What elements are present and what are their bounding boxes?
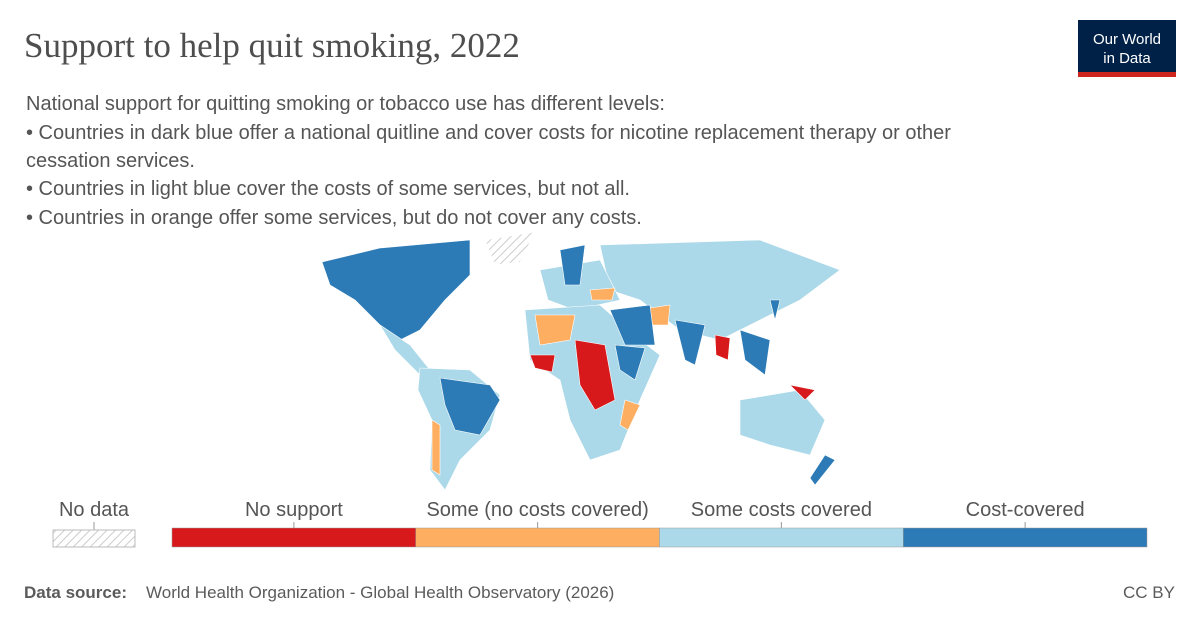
legend-label: No data [59,499,130,521]
country-region[interactable] [614,344,646,381]
logo-text: Our World [1093,31,1161,48]
legend-swatch [903,527,1148,548]
license: CC BY [1123,583,1175,602]
country-region[interactable] [609,304,656,346]
legend-swatch [415,527,660,548]
country-region[interactable] [769,299,781,321]
country-region[interactable] [559,244,586,286]
country-region[interactable] [534,314,576,346]
world-map [321,231,841,491]
source-label: Data source: [24,583,127,602]
country-region[interactable] [674,319,706,366]
legend-swatch [52,529,136,548]
subtitle: • Countries in dark blue offer a nationa… [26,122,951,144]
country-region[interactable] [809,454,836,486]
country-region[interactable] [431,419,441,476]
country-region[interactable] [619,399,641,431]
country-region[interactable] [649,304,671,326]
logo-text: in Data [1103,50,1151,67]
logo[interactable]: Our World in Data [1078,20,1176,77]
country-region[interactable] [529,354,556,373]
legend-label: Some (no costs covered) [426,499,648,521]
country-region[interactable] [574,339,616,411]
source: World Health Organization - Global Healt… [146,583,614,602]
country-region[interactable] [789,384,816,401]
country-region[interactable] [589,287,616,301]
title: Support to help quit smoking, 2022 [24,26,520,65]
country-region[interactable] [739,329,771,376]
country-region[interactable] [321,239,471,341]
legend: No data No support Some (no costs covered… [52,499,1148,548]
legend-swatch [659,527,904,548]
subtitle: cessation services. [26,150,195,172]
legend-swatch [171,527,416,548]
subtitle: National support for quitting smoking or… [26,93,665,115]
country-region[interactable] [484,231,536,266]
country-region[interactable] [739,389,826,456]
subtitle: • Countries in light blue cover the cost… [26,178,630,200]
country-region[interactable] [714,334,731,361]
country-region[interactable] [439,377,501,436]
legend-label: Some costs covered [691,499,872,521]
legend-label: No support [245,499,343,521]
legend-label: Cost-covered [966,499,1085,521]
subtitle: • Countries in orange offer some service… [26,207,642,229]
